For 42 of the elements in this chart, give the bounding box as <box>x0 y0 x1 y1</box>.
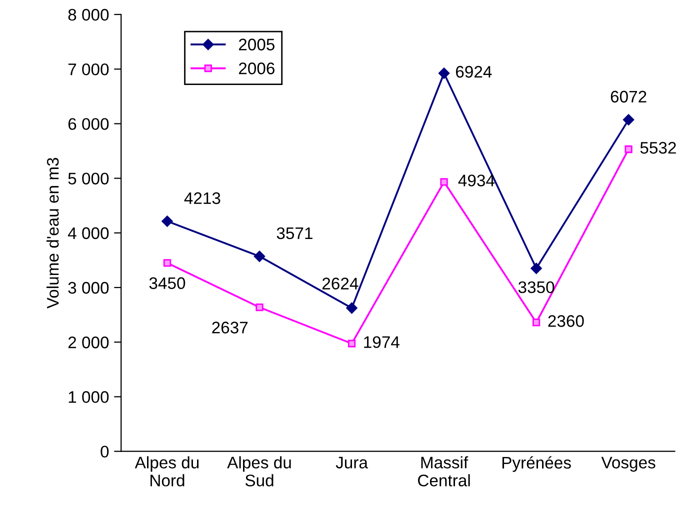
data-label: 3350 <box>518 281 554 294</box>
point <box>162 216 173 227</box>
data-label: 2624 <box>322 278 358 290</box>
point <box>256 304 264 312</box>
y-tick-label: 0 <box>100 446 109 458</box>
data-label: 6924 <box>456 66 492 78</box>
data-label: 3571 <box>276 227 312 240</box>
data-label: 2360 <box>548 315 584 327</box>
x-tick-label: Alpes du Sud <box>227 456 291 486</box>
data-label: 6072 <box>610 90 646 103</box>
y-tick-label: 7 000 <box>68 63 109 76</box>
y-tick-label: 6 000 <box>68 118 109 130</box>
data-label: 5532 <box>640 142 676 154</box>
legend-label: 2005 <box>238 38 275 50</box>
point <box>254 250 266 262</box>
data-label: 4213 <box>184 192 220 204</box>
point <box>348 340 356 348</box>
data-label: 2637 <box>212 322 248 334</box>
y-axis-title: Volume d'eau en m3 <box>46 158 59 309</box>
point <box>622 114 634 126</box>
point <box>438 68 450 79</box>
point <box>532 318 540 326</box>
x-tick-label: Jura <box>336 456 368 468</box>
point <box>530 262 542 274</box>
y-tick-label: 4 000 <box>68 227 109 240</box>
data-label: 1974 <box>364 336 400 348</box>
legend-label: 2006 <box>238 62 274 74</box>
data-label: 3450 <box>149 277 186 290</box>
point <box>163 259 172 267</box>
x-tick-label: Massif Central <box>418 456 470 486</box>
y-tick-label: 5 000 <box>68 172 109 185</box>
x-tick-label: Vosges <box>601 456 656 472</box>
data-label: 4934 <box>458 174 495 186</box>
point <box>624 145 632 154</box>
x-tick-label: Alpes du Nord <box>134 456 199 486</box>
y-tick-label: 8 000 <box>68 8 109 21</box>
x-tick-label: Pyrénées <box>502 456 571 472</box>
y-tick-label: 2 000 <box>68 336 109 348</box>
y-tick-label: 3 000 <box>68 282 109 294</box>
point <box>346 302 358 314</box>
y-tick-label: 1 000 <box>68 391 109 403</box>
point <box>440 178 448 186</box>
